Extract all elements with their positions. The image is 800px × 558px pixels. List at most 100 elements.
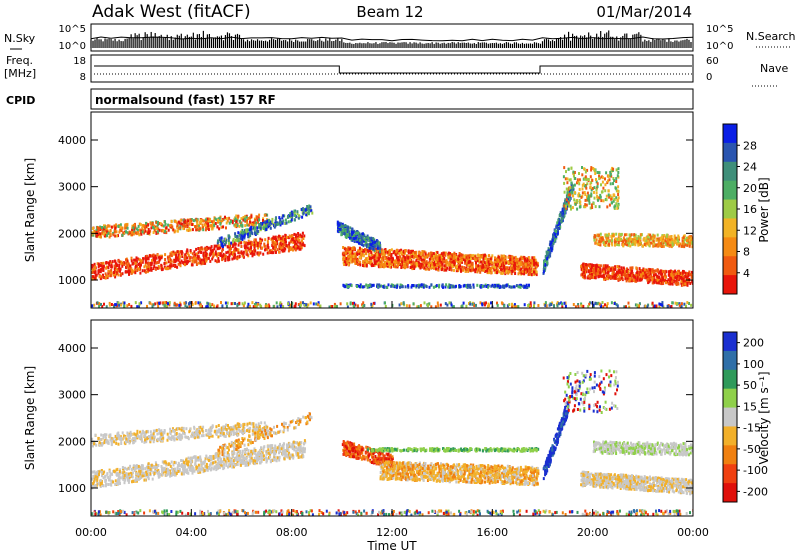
scatter-cell [614,198,616,201]
scatter-cell [299,242,301,245]
scatter-cell [445,283,447,286]
scatter-cell [263,227,265,230]
scatter-cell [593,271,595,274]
scatter-cell [164,230,166,233]
scatter-cell [403,264,405,267]
scatter-cell [208,247,210,250]
scatter-cell [410,266,412,269]
scatter-cell [453,260,455,263]
scatter-cell [289,235,291,238]
scatter-cell [623,267,625,270]
scatter-cell [572,171,574,174]
scatter-cell [380,260,382,263]
scatter-cell [214,245,216,248]
scatter-cell [280,237,282,240]
scatter-cell [367,236,369,239]
scatter-cell [533,268,535,271]
scatter-cell [399,255,401,258]
scatter-cell [580,265,582,268]
scatter-cell [404,258,406,261]
scatter-cell [98,227,100,230]
scatter-cell [272,246,274,249]
scatter-cell [594,197,596,200]
scatter-cell [249,221,251,224]
scatter-cell [163,262,165,265]
scatter-cell [180,250,182,253]
scatter-cell [98,269,100,272]
scatter-cell [690,273,692,276]
scatter-cell [349,251,351,254]
scatter-cell [92,227,94,230]
scatter-cell [340,233,342,236]
station-title: Adak West (fitACF) [92,2,251,22]
scatter-cell [221,243,223,246]
scatter-cell [598,177,600,180]
scatter-cell [118,231,120,234]
scatter-cell [624,273,626,276]
scatter-cell [269,223,271,226]
scatter-cell [497,284,499,287]
scatter-cell [222,254,224,257]
scatter-cell [260,227,262,230]
scatter-cell [297,232,299,235]
scatter-cell [564,211,566,214]
scatter-cell [344,260,346,263]
scatter-cell [254,238,256,241]
scatter-cell [171,265,173,268]
scatter-cell [369,284,371,287]
scatter-cell [345,257,347,260]
scatter-cell [388,257,390,260]
scatter-cell [453,269,455,272]
scatter-cell [154,255,156,258]
scatter-cell [613,194,615,197]
scatter-cell [201,248,203,251]
scatter-cell [178,221,180,224]
scatter-cell [581,166,583,169]
scatter-cell [594,276,596,279]
scatter-cell [99,232,101,235]
scatter-cell [401,260,403,263]
scatter-cell [254,253,256,256]
scatter-cell [557,228,559,231]
scatter-cell [655,269,657,272]
scatter-cell [225,226,227,229]
scatter-cell [351,284,353,287]
scatter-cell [362,286,364,289]
scatter-cell [285,244,287,247]
scatter-cell [506,284,508,287]
scatter-cell [552,233,554,236]
scatter-cell [609,178,611,181]
scatter-cell [352,252,354,255]
scatter-cell [225,251,227,254]
scatter-cell [254,244,256,247]
scatter-cell [244,245,246,248]
scatter-cell [174,230,176,233]
scatter-cell [580,196,582,199]
scatter-cell [280,246,282,249]
scatter-cell [559,222,561,225]
scatter-cell [433,252,435,255]
freq-right-tick-top: 60 [706,56,719,67]
scatter-cell [439,259,441,262]
scatter-cell [469,266,471,269]
scatter-cell [675,272,677,275]
scatter-cell [676,275,678,278]
scatter-cell [94,277,96,280]
scatter-cell [361,254,363,257]
scatter-cell [464,259,466,262]
scatter-cell [347,248,349,251]
scatter-cell [137,231,139,234]
scatter-cell [555,230,557,233]
scatter-cell [531,256,533,259]
scatter-cell [268,251,270,254]
scatter-cell [290,214,292,217]
scatter-cell [602,176,604,179]
scatter-cell [365,252,367,255]
scatter-cell [250,228,252,231]
scatter-cell [203,258,205,261]
scatter-cell [426,268,428,271]
scatter-cell [459,285,461,288]
scatter-cell [378,241,380,244]
scatter-cell [402,257,404,260]
scatter-cell [227,245,229,248]
